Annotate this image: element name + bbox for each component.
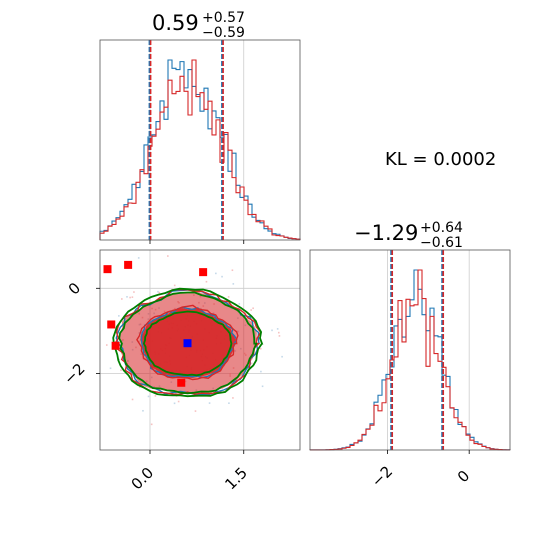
sample-point bbox=[259, 347, 262, 350]
sample-point bbox=[126, 296, 128, 298]
sample-point bbox=[205, 280, 208, 283]
sample-point bbox=[311, 400, 313, 402]
title-param-2-plus: +0.64 bbox=[420, 220, 463, 236]
sample-point bbox=[84, 319, 86, 321]
sample-point bbox=[131, 398, 134, 401]
sample-point bbox=[231, 269, 234, 272]
sample-point bbox=[150, 423, 153, 426]
sample-point bbox=[252, 307, 254, 310]
panel-frame bbox=[99, 249, 301, 451]
histogram-series-2 bbox=[99, 59, 301, 240]
y-tick-label-joint: −2 bbox=[60, 360, 88, 388]
sample-point bbox=[215, 272, 217, 275]
sample-point bbox=[228, 402, 230, 404]
sample-point bbox=[129, 296, 131, 299]
sample-point bbox=[281, 355, 283, 358]
sample-point bbox=[173, 402, 176, 405]
sample-point bbox=[147, 395, 150, 398]
sample-point bbox=[142, 409, 144, 412]
sample-point bbox=[278, 335, 281, 337]
outlier-marker bbox=[111, 341, 120, 350]
contour-line-green bbox=[142, 310, 233, 377]
sample-point bbox=[154, 395, 157, 397]
sample-point bbox=[250, 362, 253, 365]
histogram-series-1 bbox=[99, 59, 301, 240]
sample-point bbox=[305, 288, 307, 290]
outlier-marker bbox=[103, 265, 112, 274]
sample-point bbox=[133, 291, 135, 293]
joint-panel: 0.0 1.5 0 −2 bbox=[60, 249, 327, 494]
x-tick-label-joint: 0.0 bbox=[128, 464, 158, 494]
sample-point bbox=[120, 369, 122, 371]
x-tick-label-joint: 1.5 bbox=[221, 464, 251, 494]
sample-point bbox=[232, 283, 235, 285]
sample-point bbox=[325, 354, 327, 356]
title-param-1-plus: +0.57 bbox=[202, 10, 245, 26]
sample-point bbox=[118, 358, 121, 361]
contour-line-red bbox=[136, 304, 239, 381]
marginal-panel-param-1 bbox=[99, 39, 301, 244]
sample-point bbox=[105, 344, 108, 346]
sample-point bbox=[157, 290, 159, 293]
outlier-marker bbox=[199, 268, 208, 277]
sample-point bbox=[271, 329, 273, 332]
title-param-2-value: −1.29 bbox=[354, 221, 418, 245]
histogram-series-1 bbox=[309, 269, 511, 451]
sample-point bbox=[158, 291, 161, 294]
sample-point bbox=[118, 315, 120, 317]
sample-point bbox=[208, 402, 211, 404]
sample-point bbox=[277, 331, 280, 334]
sample-point bbox=[167, 292, 169, 294]
sample-point bbox=[175, 392, 177, 394]
sample-point bbox=[68, 393, 70, 395]
title-param-2-minus: −0.61 bbox=[420, 235, 463, 251]
sample-point bbox=[244, 312, 247, 314]
sample-point bbox=[109, 367, 112, 370]
sample-point bbox=[227, 296, 230, 298]
sample-point bbox=[260, 370, 262, 373]
sample-point bbox=[137, 257, 140, 259]
title-param-1-value: 0.59 bbox=[152, 11, 199, 35]
sample-point bbox=[167, 255, 169, 257]
panel-frame bbox=[99, 39, 301, 241]
joint-plot-area bbox=[68, 250, 327, 450]
sample-point bbox=[121, 298, 123, 300]
outlier-marker bbox=[107, 320, 116, 329]
sample-point bbox=[131, 296, 134, 298]
kl-annotation: KL = 0.0002 bbox=[385, 149, 496, 170]
marginal-panel-param-2: −2 0 bbox=[309, 249, 511, 491]
sample-point bbox=[173, 284, 176, 287]
panel-frame bbox=[309, 249, 511, 451]
histogram-series-2 bbox=[309, 269, 511, 451]
x-tick-label-param-2: −2 bbox=[368, 462, 396, 490]
sample-point bbox=[138, 386, 141, 388]
outlier-marker bbox=[177, 378, 186, 387]
sample-point bbox=[177, 400, 180, 403]
contour-line-blue bbox=[140, 306, 238, 379]
sample-point bbox=[194, 410, 197, 412]
contour-line-green bbox=[118, 291, 258, 395]
sample-point bbox=[238, 303, 241, 305]
sample-point bbox=[276, 328, 279, 330]
true-value-marker bbox=[183, 339, 192, 348]
outlier-marker bbox=[124, 260, 133, 269]
sample-point bbox=[261, 385, 264, 388]
x-tick-label-param-2: 0 bbox=[454, 467, 473, 486]
title-param-1-minus: −0.59 bbox=[202, 25, 245, 41]
sample-point bbox=[250, 309, 252, 311]
sample-point bbox=[221, 275, 223, 278]
sample-point bbox=[232, 397, 234, 399]
y-tick-label-joint: 0 bbox=[65, 279, 84, 298]
